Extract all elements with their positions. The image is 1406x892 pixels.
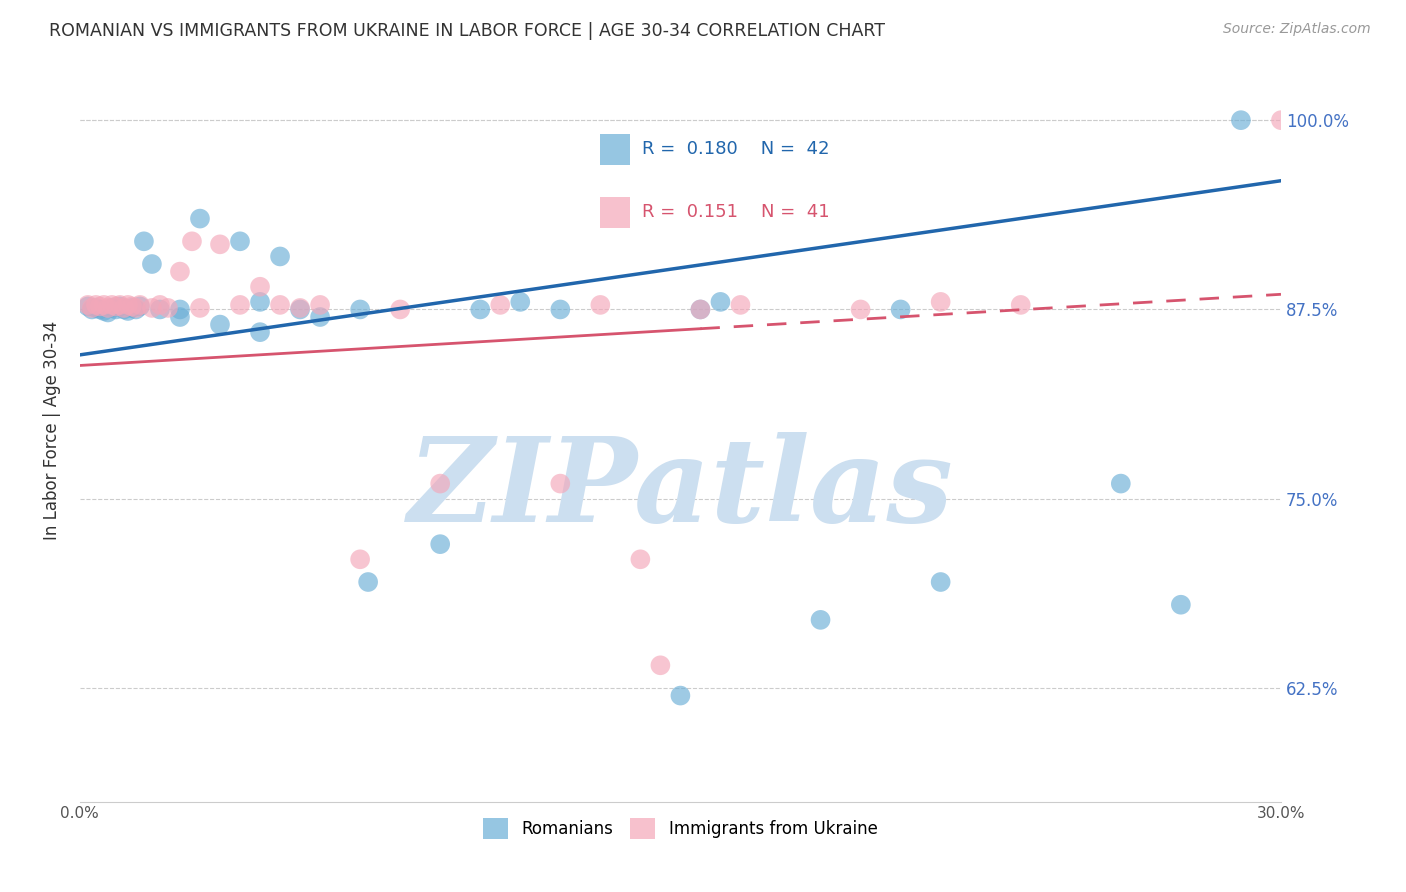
Point <box>125 301 148 315</box>
Point <box>89 300 111 314</box>
Point <box>1010 298 1032 312</box>
Point <box>550 302 572 317</box>
Text: R =  0.151    N =  41: R = 0.151 N = 41 <box>643 202 830 220</box>
Point <box>288 301 311 315</box>
Point <box>112 301 135 315</box>
Point <box>208 318 231 332</box>
Point <box>80 301 103 315</box>
Point <box>108 300 131 314</box>
Text: ROMANIAN VS IMMIGRANTS FROM UKRAINE IN LABOR FORCE | AGE 30-34 CORRELATION CHART: ROMANIAN VS IMMIGRANTS FROM UKRAINE IN L… <box>49 22 886 40</box>
Point <box>309 310 332 324</box>
Point <box>156 301 179 315</box>
Point <box>269 298 291 312</box>
Point <box>810 613 832 627</box>
Point <box>181 235 204 249</box>
Point <box>80 302 103 317</box>
Point <box>429 476 451 491</box>
Point <box>929 574 952 589</box>
Point <box>208 237 231 252</box>
Point <box>730 298 752 312</box>
Point <box>117 298 139 312</box>
Point <box>269 250 291 264</box>
Point <box>249 325 271 339</box>
Point <box>628 552 651 566</box>
Point <box>169 264 191 278</box>
Point <box>84 301 107 315</box>
Bar <box>600 134 630 165</box>
Point <box>141 257 163 271</box>
Point <box>97 305 120 319</box>
Point <box>349 302 371 317</box>
Point <box>188 301 211 315</box>
Point <box>309 298 332 312</box>
Point <box>389 302 412 317</box>
Point <box>169 302 191 317</box>
Point <box>229 235 252 249</box>
Point <box>849 302 872 317</box>
Point <box>1170 598 1192 612</box>
Point <box>141 301 163 315</box>
Point <box>429 537 451 551</box>
Point <box>1230 113 1253 128</box>
Y-axis label: In Labor Force | Age 30-34: In Labor Force | Age 30-34 <box>44 321 60 541</box>
Point <box>104 302 127 317</box>
Point <box>509 294 531 309</box>
Bar <box>600 197 630 228</box>
Point <box>112 302 135 317</box>
Point <box>669 689 692 703</box>
Point <box>108 298 131 312</box>
Point <box>77 298 100 312</box>
Text: R =  0.180    N =  42: R = 0.180 N = 42 <box>643 140 830 158</box>
Point <box>589 298 612 312</box>
Point <box>550 476 572 491</box>
Point <box>709 294 731 309</box>
Point <box>149 302 172 317</box>
Point <box>929 294 952 309</box>
Point <box>104 300 127 314</box>
Point <box>101 298 124 312</box>
Point <box>132 235 155 249</box>
Legend: Romanians, Immigrants from Ukraine: Romanians, Immigrants from Ukraine <box>477 812 884 846</box>
Point <box>93 304 115 318</box>
Point <box>84 298 107 312</box>
Point <box>101 301 124 315</box>
Point <box>689 302 711 317</box>
Point <box>349 552 371 566</box>
Point <box>77 300 100 314</box>
Text: ZIPatlas: ZIPatlas <box>408 433 953 548</box>
Point <box>169 310 191 324</box>
Point <box>125 302 148 317</box>
Point <box>288 302 311 317</box>
Point <box>1109 476 1132 491</box>
Point <box>229 298 252 312</box>
Point <box>470 302 492 317</box>
Point <box>149 298 172 312</box>
Point <box>689 302 711 317</box>
Point <box>117 304 139 318</box>
Point <box>249 279 271 293</box>
Point <box>1270 113 1292 128</box>
Point <box>129 300 152 314</box>
Point <box>489 298 512 312</box>
Point <box>357 574 380 589</box>
Point <box>890 302 912 317</box>
Point <box>129 298 152 312</box>
Point <box>121 301 143 315</box>
Point <box>121 300 143 314</box>
Point <box>89 302 111 317</box>
Point <box>249 294 271 309</box>
Point <box>97 301 120 315</box>
Point <box>188 211 211 226</box>
Point <box>93 298 115 312</box>
Point <box>650 658 672 673</box>
Text: Source: ZipAtlas.com: Source: ZipAtlas.com <box>1223 22 1371 37</box>
